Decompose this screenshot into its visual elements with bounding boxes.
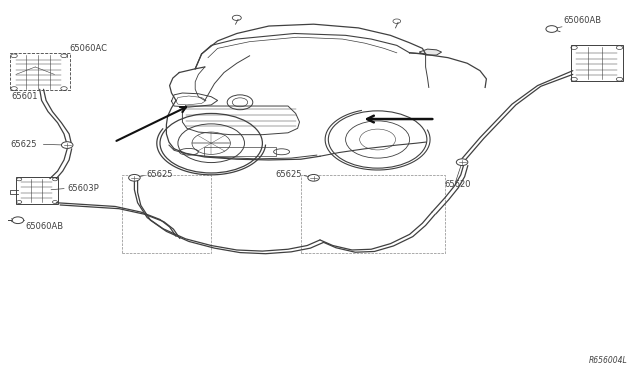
Circle shape [308, 174, 319, 181]
Polygon shape [419, 49, 442, 55]
Text: 65601: 65601 [12, 92, 38, 101]
Text: 65625: 65625 [275, 170, 301, 179]
Circle shape [61, 142, 73, 148]
Text: 65060AB: 65060AB [26, 222, 64, 231]
Text: 65060AB: 65060AB [563, 16, 602, 25]
Text: 65625: 65625 [10, 140, 36, 149]
Circle shape [129, 174, 140, 181]
Circle shape [12, 217, 24, 224]
Circle shape [546, 26, 557, 32]
Text: 65060AC: 65060AC [69, 44, 107, 53]
Text: 65625: 65625 [146, 170, 172, 179]
Text: 65620: 65620 [445, 180, 471, 189]
Text: R656004L: R656004L [588, 356, 627, 365]
Circle shape [456, 159, 468, 166]
Text: 65603P: 65603P [67, 184, 99, 193]
